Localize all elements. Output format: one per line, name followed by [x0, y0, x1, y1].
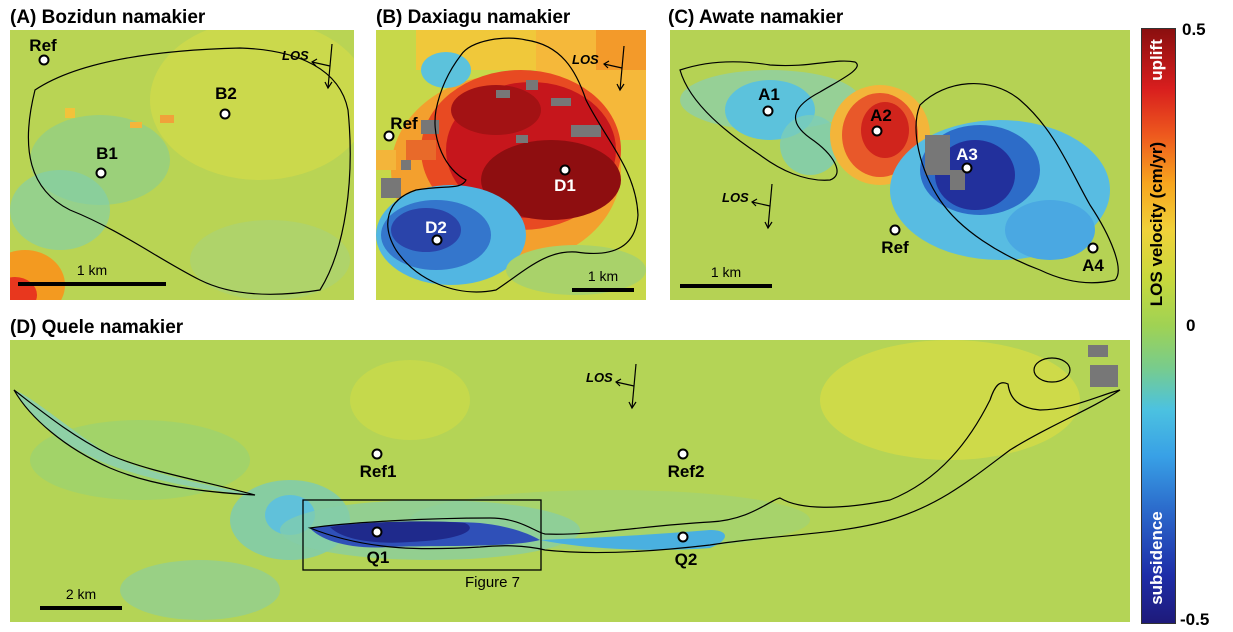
- point-a4: [1087, 242, 1099, 254]
- panel-d-los-arrow-icon: [615, 363, 637, 410]
- point-d2: [431, 234, 443, 246]
- point-d1: [559, 164, 571, 176]
- label-a3: A3: [956, 145, 978, 164]
- panel-b-scale-bar: 1 km: [572, 266, 634, 292]
- panel-d-velocity-field: [10, 340, 1130, 622]
- label-b-ref: Ref: [390, 114, 418, 133]
- panel-d-los-label: LOS: [586, 370, 613, 385]
- colorbar-uplift-label: uplift: [1147, 39, 1166, 81]
- colorbar-max-label: 0.5: [1182, 20, 1206, 39]
- colorbar-subsidence-label: subsidence: [1147, 511, 1166, 605]
- label-b1: B1: [96, 144, 118, 163]
- panel-c-scale-bar: 1 km: [680, 262, 772, 288]
- point-a2: [871, 125, 883, 137]
- panel-a-title: (A) Bozidun namakier: [10, 7, 206, 28]
- point-ref2: [677, 448, 689, 460]
- label-a-ref: Ref: [29, 36, 57, 55]
- colorbar-mid-label: 0: [1186, 316, 1196, 335]
- point-c-ref: [889, 224, 901, 236]
- label-ref2: Ref2: [667, 462, 705, 481]
- panel-c-los-arrow-icon: [751, 183, 773, 230]
- panel-a-los-label: LOS: [282, 48, 309, 63]
- point-q1: [371, 526, 383, 538]
- panel-b-los-arrow-icon: [603, 45, 625, 92]
- label-ref1: Ref1: [359, 462, 397, 481]
- panel-d-title: (D) Quele namakier: [10, 317, 184, 338]
- label-b2: B2: [215, 84, 237, 103]
- panel-d-scale-bar: 2 km: [40, 584, 122, 610]
- panel-b-los-label: LOS: [572, 52, 599, 67]
- panel-d-map: Ref1 Ref2 Q1 Q2 Figure 7 LOS 2 km: [10, 340, 1130, 622]
- colorbar: [1141, 28, 1176, 624]
- point-a1: [762, 105, 774, 117]
- panel-c-title: (C) Awate namakier: [668, 7, 844, 28]
- panel-a-velocity-field: [10, 30, 354, 300]
- point-q2: [677, 531, 689, 543]
- point-ref1: [371, 448, 383, 460]
- point-a3: [961, 162, 973, 174]
- panel-a-map: Ref B2 B1 LOS 1 km: [10, 30, 354, 300]
- panel-a-los-arrow-icon: [311, 43, 333, 90]
- label-d2: D2: [425, 218, 447, 237]
- label-a1: A1: [758, 85, 780, 104]
- point-b-ref: [383, 130, 395, 142]
- label-q1: Q1: [366, 548, 390, 567]
- point-a-ref: [38, 54, 50, 66]
- label-a4: A4: [1082, 256, 1104, 275]
- panel-b-title: (B) Daxiagu namakier: [376, 7, 571, 28]
- point-b1: [95, 167, 107, 179]
- label-c-ref: Ref: [881, 238, 909, 257]
- label-a2: A2: [870, 106, 892, 125]
- panel-c-velocity-field: [670, 30, 1130, 300]
- panel-c-los-label: LOS: [722, 190, 749, 205]
- label-d1: D1: [554, 176, 576, 195]
- colorbar-min-label: -0.5: [1180, 610, 1210, 629]
- panel-b-map: Ref D1 D2 LOS 1 km: [376, 30, 646, 300]
- label-q2: Q2: [674, 550, 698, 569]
- panel-a-scale-bar: 1 km: [18, 260, 166, 286]
- point-b2: [219, 108, 231, 120]
- colorbar-title: LOS velocity (cm/yr): [1147, 141, 1166, 307]
- panel-c-map: A1 A2 A3 Ref A4 LOS 1 km: [670, 30, 1130, 300]
- panel-b-velocity-field: [376, 30, 646, 300]
- figure-7-inset-label: Figure 7: [465, 574, 521, 591]
